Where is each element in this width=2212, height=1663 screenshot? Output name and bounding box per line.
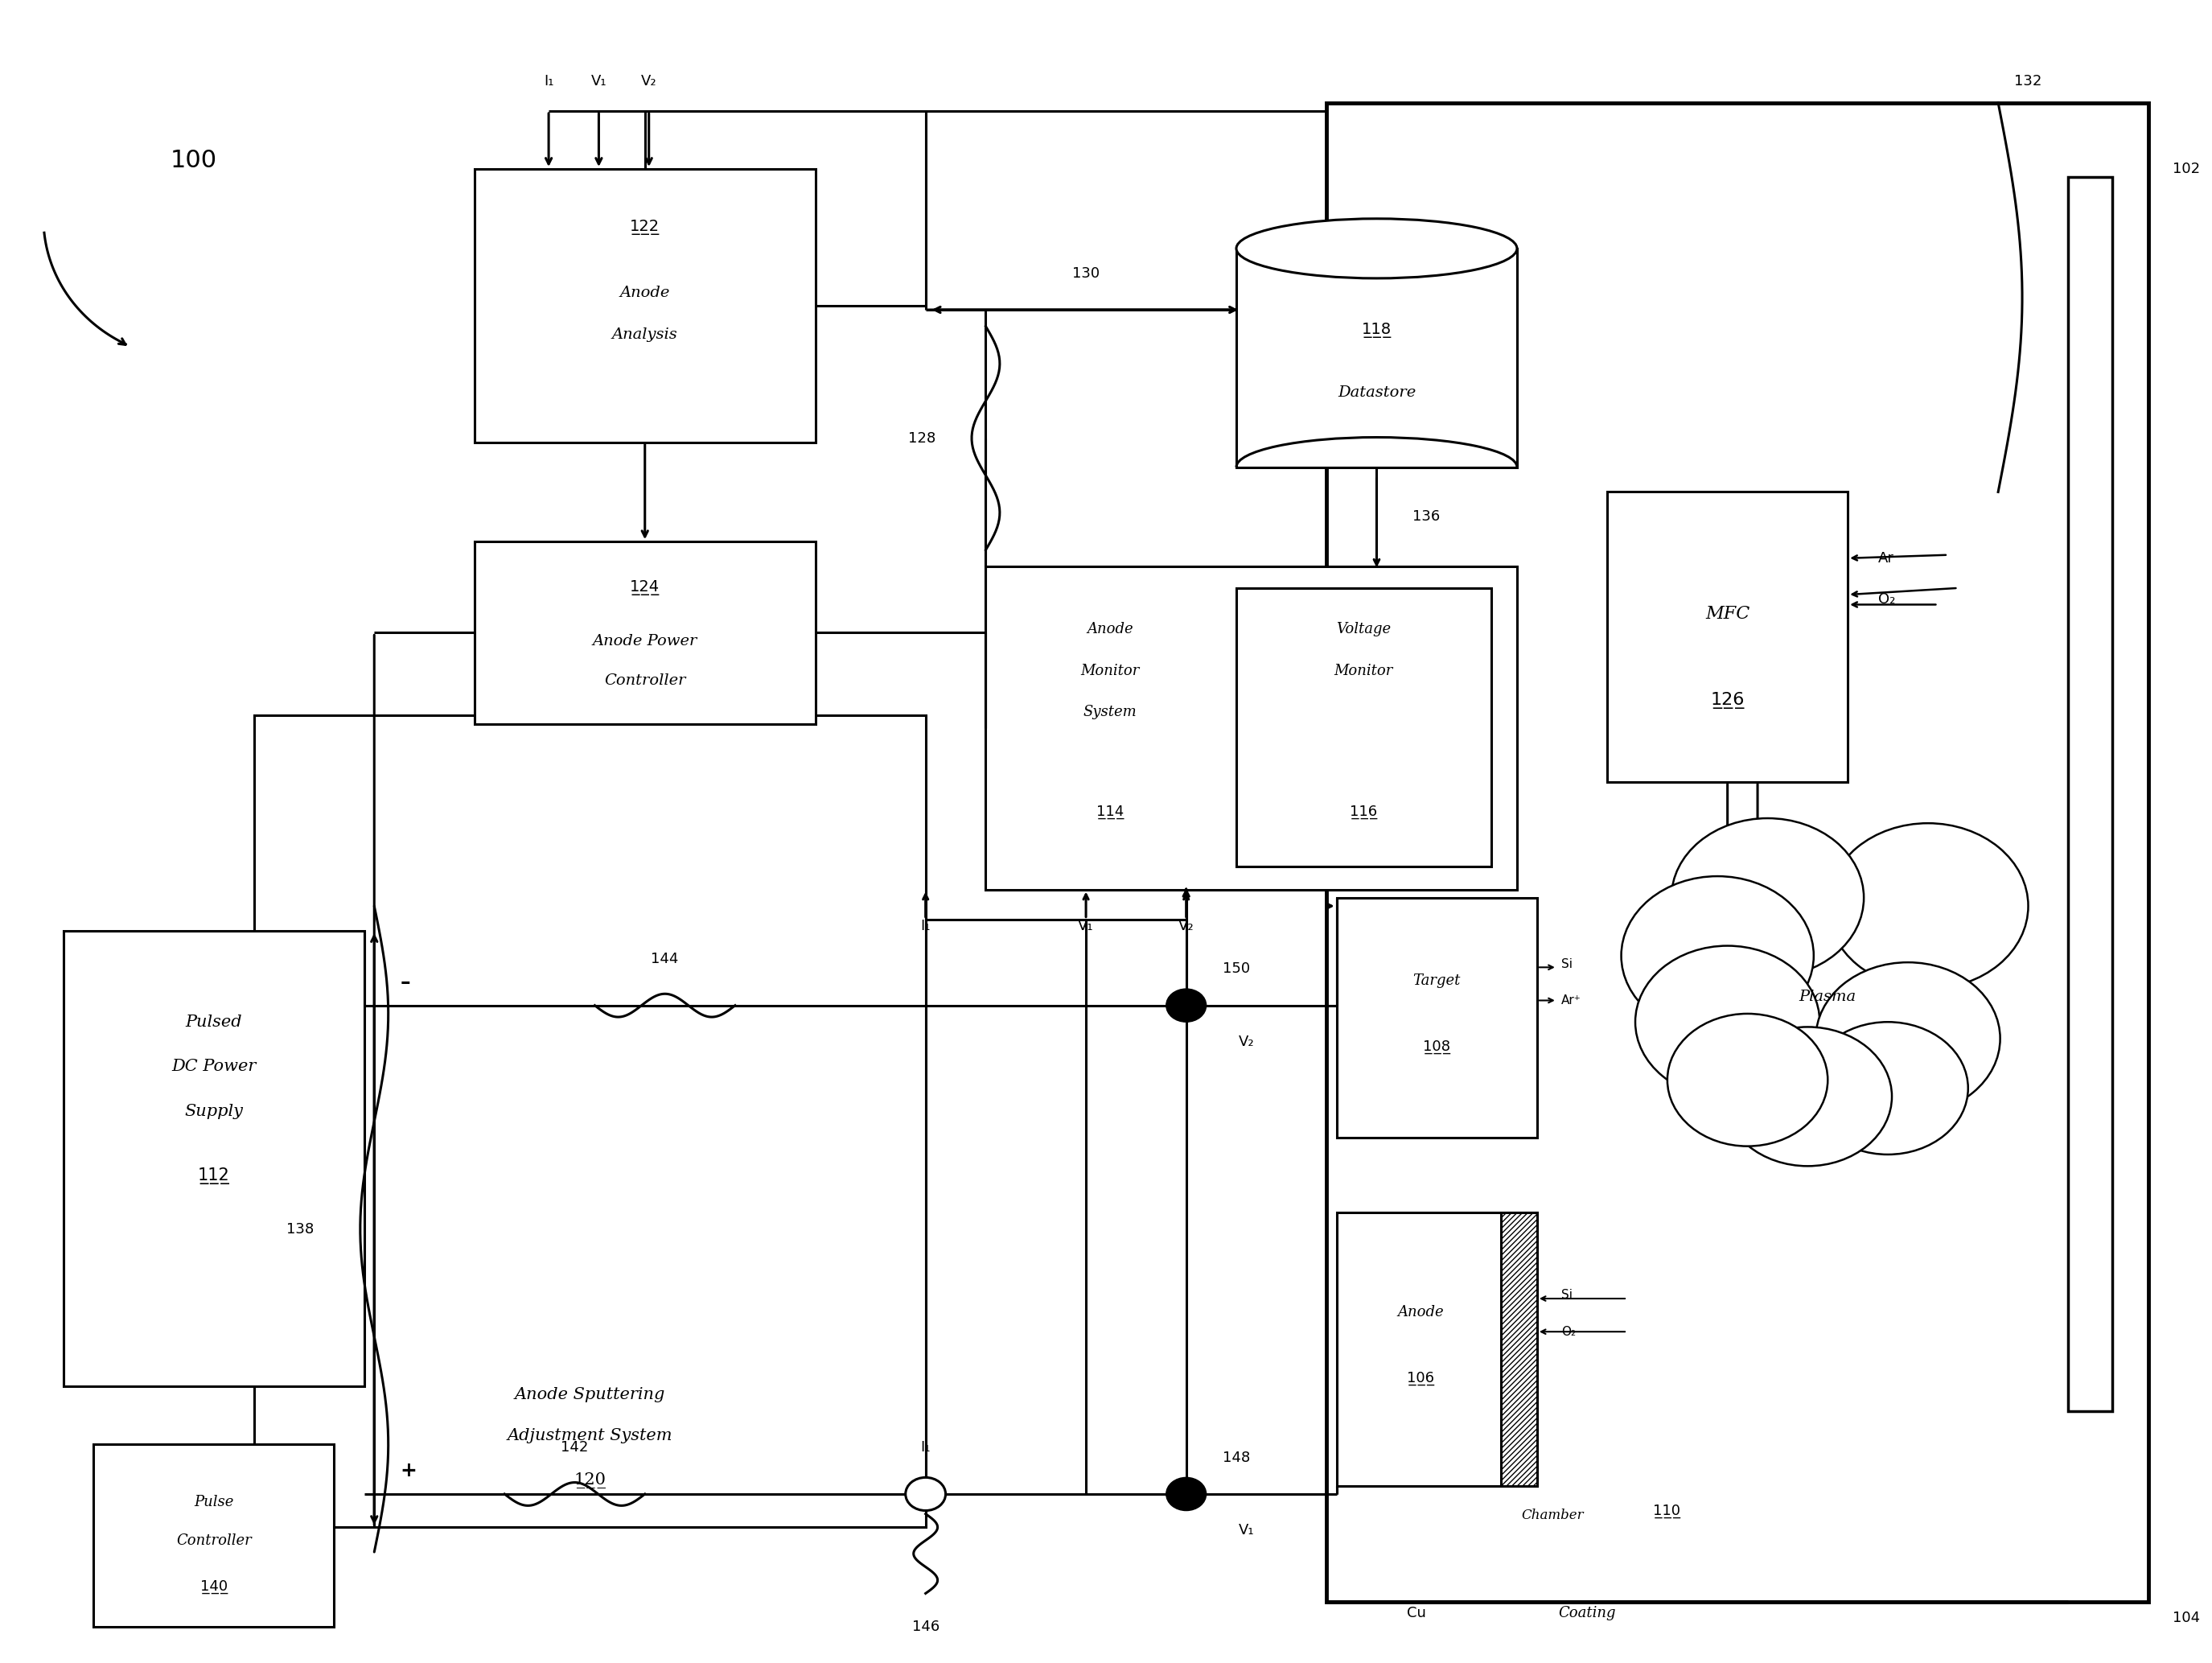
Text: V₂: V₂ bbox=[1239, 1034, 1254, 1049]
Text: 138: 138 bbox=[288, 1222, 314, 1236]
Circle shape bbox=[1692, 868, 1964, 1093]
Text: Controller: Controller bbox=[177, 1533, 252, 1548]
Circle shape bbox=[1166, 1477, 1206, 1510]
Circle shape bbox=[1827, 823, 2028, 989]
Text: 1̲1̲4̲: 1̲1̲4̲ bbox=[1097, 805, 1124, 818]
Text: 148: 148 bbox=[1223, 1450, 1250, 1465]
Text: Coating: Coating bbox=[1559, 1606, 1617, 1620]
Text: 1̲2̲6̲: 1̲2̲6̲ bbox=[1710, 692, 1745, 708]
Text: Target: Target bbox=[1413, 973, 1460, 988]
Circle shape bbox=[1635, 946, 1820, 1098]
Text: 136: 136 bbox=[1413, 509, 1440, 524]
Circle shape bbox=[1723, 1028, 1891, 1166]
Text: V₂: V₂ bbox=[1179, 918, 1194, 933]
Text: Monitor: Monitor bbox=[1334, 664, 1394, 679]
Text: MFC: MFC bbox=[1705, 605, 1750, 622]
Text: 1̲2̲2̲: 1̲2̲2̲ bbox=[630, 220, 659, 234]
Text: I₁: I₁ bbox=[920, 918, 931, 933]
Text: 1̲4̲0̲: 1̲4̲0̲ bbox=[199, 1580, 228, 1595]
Text: Pulse: Pulse bbox=[195, 1495, 234, 1510]
Text: 104: 104 bbox=[2172, 1611, 2201, 1625]
Text: Anode: Anode bbox=[619, 286, 670, 301]
Text: I₁: I₁ bbox=[920, 1440, 931, 1455]
Bar bbox=[987, 567, 1517, 890]
Bar bbox=[1336, 898, 1537, 1137]
Circle shape bbox=[1807, 1023, 1969, 1154]
Text: Analysis: Analysis bbox=[613, 328, 677, 343]
Text: V₁: V₁ bbox=[1077, 918, 1095, 933]
Circle shape bbox=[1668, 1014, 1827, 1146]
Text: 100: 100 bbox=[170, 150, 217, 173]
Text: Si: Si bbox=[1562, 1289, 1573, 1300]
Text: 1̲1̲6̲: 1̲1̲6̲ bbox=[1349, 805, 1378, 818]
Text: Ar⁺: Ar⁺ bbox=[1562, 994, 1582, 1006]
Text: 142: 142 bbox=[562, 1440, 588, 1455]
Text: 102: 102 bbox=[2172, 161, 2201, 176]
Text: 132: 132 bbox=[2015, 73, 2042, 88]
Bar bbox=[1237, 589, 1491, 866]
Text: 130: 130 bbox=[1073, 266, 1099, 281]
Text: Supply: Supply bbox=[184, 1104, 243, 1119]
Text: 128: 128 bbox=[909, 431, 936, 446]
Circle shape bbox=[1621, 876, 1814, 1036]
Text: Chamber: Chamber bbox=[1522, 1508, 1584, 1522]
Text: DC Power: DC Power bbox=[173, 1059, 257, 1074]
Bar bbox=[1336, 1212, 1537, 1485]
Bar bbox=[1327, 103, 2148, 1601]
Text: Adjustment System: Adjustment System bbox=[507, 1429, 672, 1443]
Circle shape bbox=[905, 1477, 945, 1510]
Bar bbox=[1608, 492, 1847, 782]
Circle shape bbox=[1672, 818, 1865, 978]
Text: Cu: Cu bbox=[1407, 1606, 1427, 1620]
Text: Anode: Anode bbox=[1398, 1304, 1444, 1319]
Bar bbox=[93, 1445, 334, 1626]
Text: Pulsed: Pulsed bbox=[186, 1014, 243, 1029]
Text: V₁: V₁ bbox=[1239, 1523, 1254, 1538]
Text: Plasma: Plasma bbox=[1798, 989, 1856, 1004]
Text: Controller: Controller bbox=[604, 674, 686, 688]
Text: Anode Sputtering: Anode Sputtering bbox=[515, 1387, 666, 1402]
Bar bbox=[1502, 1212, 1537, 1485]
Text: 1̲1̲8̲: 1̲1̲8̲ bbox=[1363, 323, 1391, 338]
Text: 1̲0̲8̲: 1̲0̲8̲ bbox=[1422, 1039, 1451, 1054]
Text: System: System bbox=[1084, 705, 1137, 720]
Text: 1̲1̲0̲: 1̲1̲0̲ bbox=[1652, 1503, 1681, 1518]
Text: 146: 146 bbox=[911, 1620, 940, 1633]
Bar bbox=[64, 931, 365, 1387]
Text: I₁: I₁ bbox=[544, 73, 553, 88]
Bar bbox=[2068, 178, 2112, 1412]
Text: Datastore: Datastore bbox=[1338, 386, 1416, 399]
Text: Ar: Ar bbox=[1683, 915, 1699, 930]
Bar bbox=[476, 170, 816, 442]
Text: V₂: V₂ bbox=[641, 73, 657, 88]
Text: –: – bbox=[400, 973, 411, 991]
Text: V₁: V₁ bbox=[591, 73, 606, 88]
Text: 1̲2̲0̲: 1̲2̲0̲ bbox=[573, 1473, 606, 1488]
Text: O₂: O₂ bbox=[1759, 915, 1776, 930]
Bar bbox=[476, 542, 816, 723]
Bar bbox=[254, 715, 925, 1527]
Text: Ar: Ar bbox=[1878, 550, 1893, 565]
Text: Monitor: Monitor bbox=[1079, 664, 1139, 679]
Text: +: + bbox=[400, 1462, 418, 1480]
Text: 1̲2̲4̲: 1̲2̲4̲ bbox=[630, 580, 659, 595]
Text: Anode: Anode bbox=[1086, 622, 1133, 637]
Ellipse shape bbox=[1237, 218, 1517, 278]
Text: 144: 144 bbox=[650, 951, 679, 966]
Text: 150: 150 bbox=[1223, 961, 1250, 976]
Text: 1̲0̲6̲: 1̲0̲6̲ bbox=[1407, 1370, 1433, 1385]
Circle shape bbox=[1816, 963, 2000, 1114]
Text: Si: Si bbox=[1562, 958, 1573, 970]
Text: Anode Power: Anode Power bbox=[593, 634, 697, 649]
Text: 1̲1̲2̲: 1̲1̲2̲ bbox=[197, 1167, 230, 1184]
Circle shape bbox=[1166, 989, 1206, 1023]
Text: O₂: O₂ bbox=[1562, 1325, 1575, 1337]
Text: Voltage: Voltage bbox=[1336, 622, 1391, 637]
Bar bbox=[1237, 248, 1517, 467]
Text: O₂: O₂ bbox=[1878, 592, 1896, 607]
